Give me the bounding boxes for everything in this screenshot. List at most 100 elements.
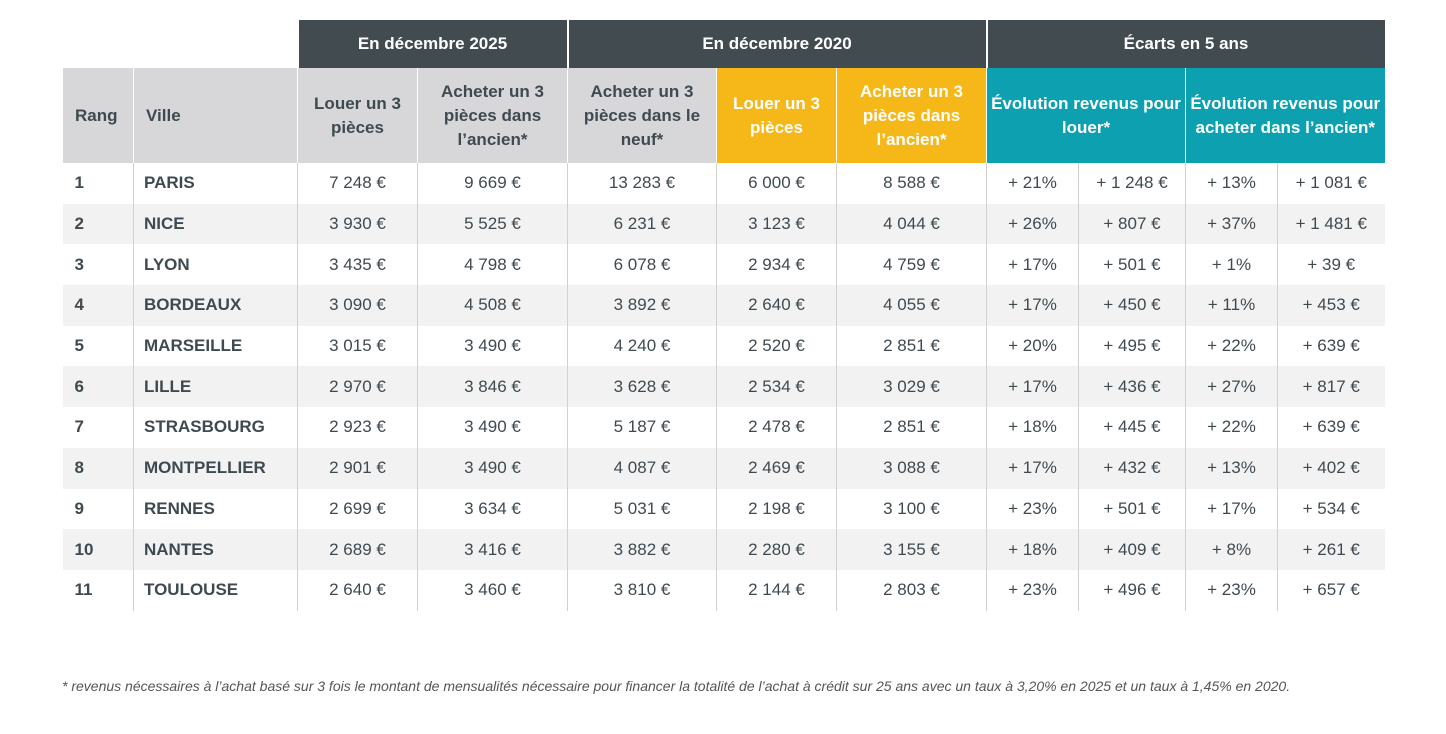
value-cell: 2 923 € [297, 407, 418, 448]
blank-header [62, 20, 298, 68]
value-cell: + 11% [1185, 285, 1278, 326]
value-cell: + 17% [1185, 488, 1278, 530]
value-cell: + 495 € [1078, 325, 1186, 367]
value-cell: + 27% [1185, 366, 1278, 408]
city-cell: MONTPELLIER [133, 447, 298, 489]
city-cell: PARIS [133, 163, 298, 204]
value-cell: + 1 248 € [1078, 163, 1186, 204]
value-cell: + 496 € [1078, 569, 1186, 611]
value-cell: 3 029 € [836, 366, 987, 408]
value-cell: 6 000 € [716, 163, 837, 204]
header-acheter-ancien-2025: Acheter un 3 pièces dans l’ancien* [417, 68, 568, 163]
group-header-2025: En décembre 2025 [296, 20, 568, 68]
value-cell: 4 087 € [567, 447, 717, 489]
value-cell: 6 231 € [567, 203, 717, 245]
value-cell: 3 490 € [417, 407, 568, 448]
value-cell: 3 930 € [297, 203, 418, 245]
value-cell: + 436 € [1078, 366, 1186, 408]
value-cell: 4 055 € [836, 285, 987, 326]
table-row: 10 NANTES 2 689 €3 416 €3 882 €2 280 €3 15… [62, 529, 1385, 570]
value-cell: + 17% [986, 366, 1079, 408]
header-louer-2025: Louer un 3 pièces [297, 68, 418, 163]
value-cell: 4 044 € [836, 203, 987, 245]
value-cell: + 817 € [1277, 366, 1385, 408]
value-cell: + 432 € [1078, 447, 1186, 489]
value-cell: 5 525 € [417, 203, 568, 245]
city-cell: MARSEILLE [133, 325, 298, 367]
value-cell: 4 798 € [417, 244, 568, 286]
value-cell: + 26% [986, 203, 1079, 245]
value-cell: 3 090 € [297, 285, 418, 326]
value-cell: + 453 € [1277, 285, 1385, 326]
value-cell: 13 283 € [567, 163, 717, 204]
value-cell: 2 851 € [836, 407, 987, 448]
value-cell: 3 882 € [567, 529, 717, 570]
value-cell: + 18% [986, 529, 1079, 570]
value-cell: + 261 € [1277, 529, 1385, 570]
rank-cell: 2 [62, 203, 134, 245]
value-cell: + 13% [1185, 163, 1278, 204]
header-acheter-ancien-2020: Acheter un 3 pièces dans l’ancien* [836, 68, 987, 163]
group-header-ecarts: Écarts en 5 ans [985, 20, 1385, 68]
footnote: * revenus nécessaires à l’achat basé sur… [62, 678, 1291, 694]
value-cell: 6 078 € [567, 244, 717, 286]
value-cell: 2 144 € [716, 569, 837, 611]
value-cell: + 1 081 € [1277, 163, 1385, 204]
value-cell: + 20% [986, 325, 1079, 367]
table-row: 3 LYON 3 435 €4 798 €6 078 €2 934 €4 759 €… [63, 244, 1385, 286]
value-cell: 3 435 € [297, 244, 418, 286]
value-cell: + 21% [986, 163, 1079, 204]
value-cell: + 23% [986, 569, 1079, 611]
value-cell: 2 534 € [716, 366, 837, 408]
group-header-2020: En décembre 2020 [566, 20, 987, 68]
value-cell: 3 490 € [417, 447, 568, 489]
header-acheter-neuf: Acheter un 3 pièces dans le neuf* [567, 68, 717, 163]
city-cell: BORDEAUX [133, 285, 298, 326]
value-cell: 4 508 € [417, 285, 568, 326]
value-cell: 3 810 € [567, 569, 717, 611]
city-cell: LYON [133, 244, 298, 286]
value-cell: + 657 € [1277, 569, 1385, 611]
value-cell: + 1 481 € [1277, 203, 1385, 245]
value-cell: 2 699 € [297, 488, 418, 530]
rank-cell: 5 [74, 336, 84, 356]
value-cell: + 17% [986, 285, 1079, 326]
rank-cell: 3 [74, 254, 84, 274]
value-cell: + 23% [986, 488, 1079, 530]
value-cell: + 18% [986, 407, 1079, 448]
value-cell: + 501 € [1078, 488, 1186, 530]
value-cell: 4 759 € [836, 244, 987, 286]
table-row: 1 PARIS 7 248 €9 669 €13 283 €6 000 €8 588… [63, 163, 1385, 204]
value-cell: + 534 € [1277, 488, 1385, 530]
value-cell: 2 640 € [716, 285, 837, 326]
value-cell: 2 478 € [716, 407, 837, 448]
city-cell: NICE [133, 203, 298, 245]
value-cell: 7 248 € [297, 163, 418, 204]
value-cell: 2 280 € [716, 529, 837, 570]
value-cell: 2 689 € [297, 529, 418, 570]
value-cell: + 39 € [1277, 244, 1385, 286]
value-cell: 2 469 € [716, 447, 837, 489]
rent-buy-income-table: En décembre 2025 En décembre 2020 Écarts… [62, 20, 1385, 611]
value-cell: 9 669 € [417, 163, 568, 204]
value-cell: 3 416 € [417, 529, 568, 570]
city-cell: LILLE [133, 366, 298, 408]
table-row: 4 BORDEAUX 3 090 €4 508 €3 892 €2 640 €4 0… [62, 285, 1385, 326]
value-cell: 3 628 € [567, 366, 717, 408]
rank-cell: 6 [62, 366, 134, 408]
value-cell: + 17% [986, 447, 1079, 489]
value-cell: + 8% [1185, 529, 1278, 570]
value-cell: 3 123 € [716, 203, 837, 245]
value-cell: + 1% [1185, 244, 1278, 286]
header-evolution-acheter: Évolution revenus pour acheter dans l’an… [1185, 68, 1385, 163]
value-cell: 3 892 € [567, 285, 717, 326]
value-cell: + 402 € [1277, 447, 1385, 489]
header-ville: Ville [133, 68, 298, 163]
header-rang: Rang [62, 68, 134, 163]
rank-cell: 7 [74, 417, 84, 437]
value-cell: 2 970 € [297, 366, 418, 408]
value-cell: 5 187 € [567, 407, 717, 448]
table-row: 5 MARSEILLE 3 015 €3 490 €4 240 €2 520 €2 … [63, 325, 1385, 367]
value-cell: + 639 € [1277, 407, 1385, 448]
value-cell: 8 588 € [836, 163, 987, 204]
